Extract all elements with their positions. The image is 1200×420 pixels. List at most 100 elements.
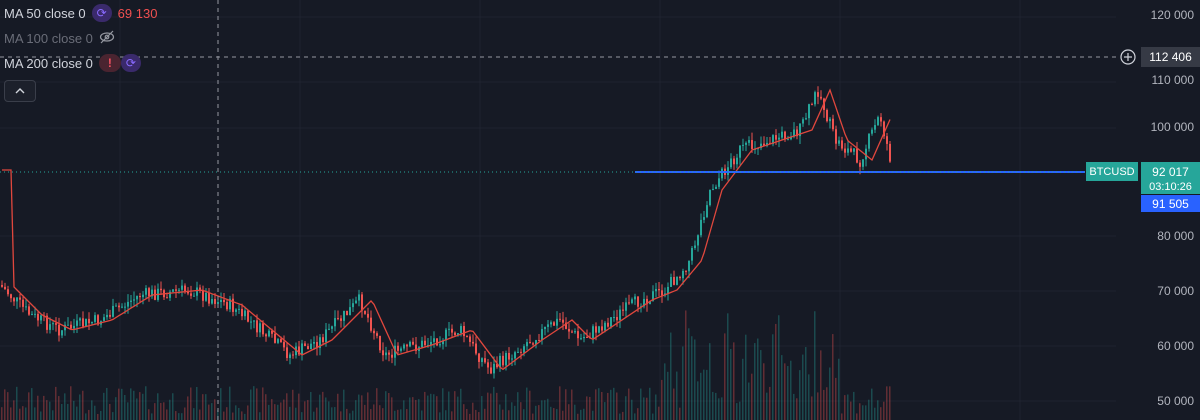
candle-body [778, 137, 780, 140]
candle-body [31, 313, 33, 315]
candle-body [241, 308, 243, 317]
volume-bar [715, 392, 717, 420]
volume-bar [778, 315, 780, 420]
volume-bar [94, 405, 96, 420]
volume-bar [436, 396, 438, 420]
volume-bar [340, 411, 342, 420]
candle-body [37, 313, 39, 321]
bar-countdown: 03:10:26 [1141, 180, 1200, 194]
candle-body [661, 290, 663, 296]
volume-bar [253, 386, 255, 420]
volume-bar [844, 395, 846, 420]
volume-bar [697, 381, 699, 420]
legend-ma200[interactable]: MA 200 close 0 ! ⟳ [4, 53, 141, 73]
volume-bar [649, 387, 651, 420]
volume-bar [808, 374, 810, 420]
candle-body [463, 326, 465, 337]
volume-bar [193, 408, 195, 420]
ma50-value: 69 130 [117, 5, 158, 21]
volume-bar [880, 407, 882, 420]
volume-bar [763, 363, 765, 420]
volume-bar [352, 410, 354, 420]
volume-bar [190, 387, 192, 420]
warning-icon[interactable]: ! [98, 54, 121, 72]
candle-body [610, 317, 612, 327]
candle-body [595, 326, 597, 333]
chevron-up-icon[interactable] [4, 80, 36, 102]
volume-bar [508, 410, 510, 420]
candle-body [829, 118, 831, 122]
candle-body [682, 270, 684, 279]
horizontal-line-price-label: 91 505 [1141, 195, 1200, 212]
candle-body [202, 290, 204, 301]
candle-body [865, 148, 867, 160]
eye-off-icon[interactable] [99, 30, 115, 47]
legend-ma100[interactable]: MA 100 close 0 [4, 28, 115, 48]
volume-bar [538, 405, 540, 420]
refresh-icon[interactable]: ⟳ [91, 4, 112, 22]
symbol-label: BTCUSD [1086, 162, 1138, 181]
volume-bar [619, 413, 621, 420]
candle-body [739, 145, 741, 158]
candle-body [496, 363, 498, 368]
candle-body [703, 217, 705, 220]
price-axis-tick: 110 000 [1151, 73, 1195, 87]
candle-body [421, 340, 423, 348]
grid-lines [0, 0, 1116, 420]
volume-bar [679, 407, 681, 420]
volume-bar [145, 386, 147, 420]
candle-body [814, 92, 816, 105]
candle-body [772, 135, 774, 145]
candle-body [688, 260, 690, 272]
volume-bar [16, 386, 18, 420]
candle-body [781, 131, 783, 138]
candle-body [811, 104, 813, 106]
candle-body [49, 324, 51, 330]
candle-body [547, 324, 549, 327]
price-axis-tick: 120 000 [1150, 8, 1194, 22]
volume-bar [151, 413, 153, 420]
candle-body [139, 296, 141, 298]
volume-bar [850, 401, 852, 420]
candle-body [787, 139, 789, 141]
candle-body [310, 343, 312, 350]
volume-bar [535, 405, 537, 420]
candle-body [535, 340, 537, 345]
legend-ma50[interactable]: MA 50 close 0 ⟳ 69 130 [4, 3, 157, 23]
candle-body [433, 338, 435, 342]
candle-body [592, 326, 594, 338]
volume-bar [157, 393, 159, 420]
candle-body [748, 140, 750, 143]
volume-bar [382, 408, 384, 420]
candle-body [331, 326, 333, 329]
volume-bar [661, 379, 663, 420]
candle-body [199, 287, 201, 291]
candle-body [520, 351, 522, 353]
volume-bar [652, 413, 654, 420]
candle-body [67, 324, 69, 326]
volume-bar [355, 400, 357, 420]
candle-body [283, 342, 285, 348]
volume-bar [52, 410, 54, 420]
candle-body [118, 305, 120, 308]
volume-bar [241, 411, 243, 420]
volume-bar [742, 358, 744, 420]
candle-body [340, 318, 342, 321]
candle-body [214, 299, 216, 304]
refresh-icon[interactable]: ⟳ [120, 54, 141, 72]
volume-bar [136, 398, 138, 420]
volume-bar [472, 402, 474, 420]
volume-bar [484, 408, 486, 420]
volume-bar [397, 409, 399, 420]
volume-bar [802, 354, 804, 420]
candle-body [253, 320, 255, 322]
volume-bar [418, 399, 420, 420]
plus-circle-icon[interactable] [1117, 47, 1139, 67]
volume-bar [169, 399, 171, 420]
candle-body [13, 298, 15, 302]
candle-body [349, 307, 351, 316]
volume-bar [784, 363, 786, 420]
candle-body [532, 343, 534, 345]
